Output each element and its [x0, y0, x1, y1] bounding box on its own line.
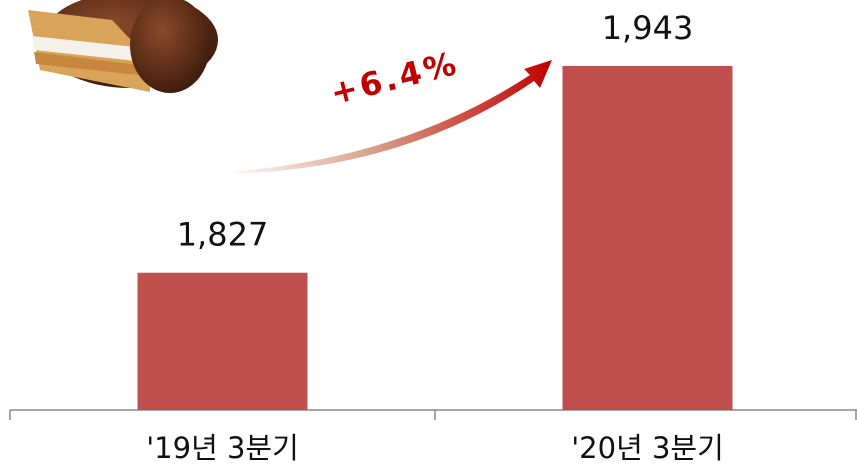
x-tick-label: '19년 3분기 [146, 431, 299, 465]
value-label: 1,943 [602, 9, 694, 47]
axis [9, 409, 857, 420]
growth-annotation: +6.4% [327, 44, 463, 112]
bar [137, 272, 308, 410]
bar [562, 65, 733, 411]
value-label: 1,827 [177, 216, 269, 254]
choco-pie-image [28, 0, 218, 93]
x-tick-label: '20년 3분기 [571, 431, 724, 465]
